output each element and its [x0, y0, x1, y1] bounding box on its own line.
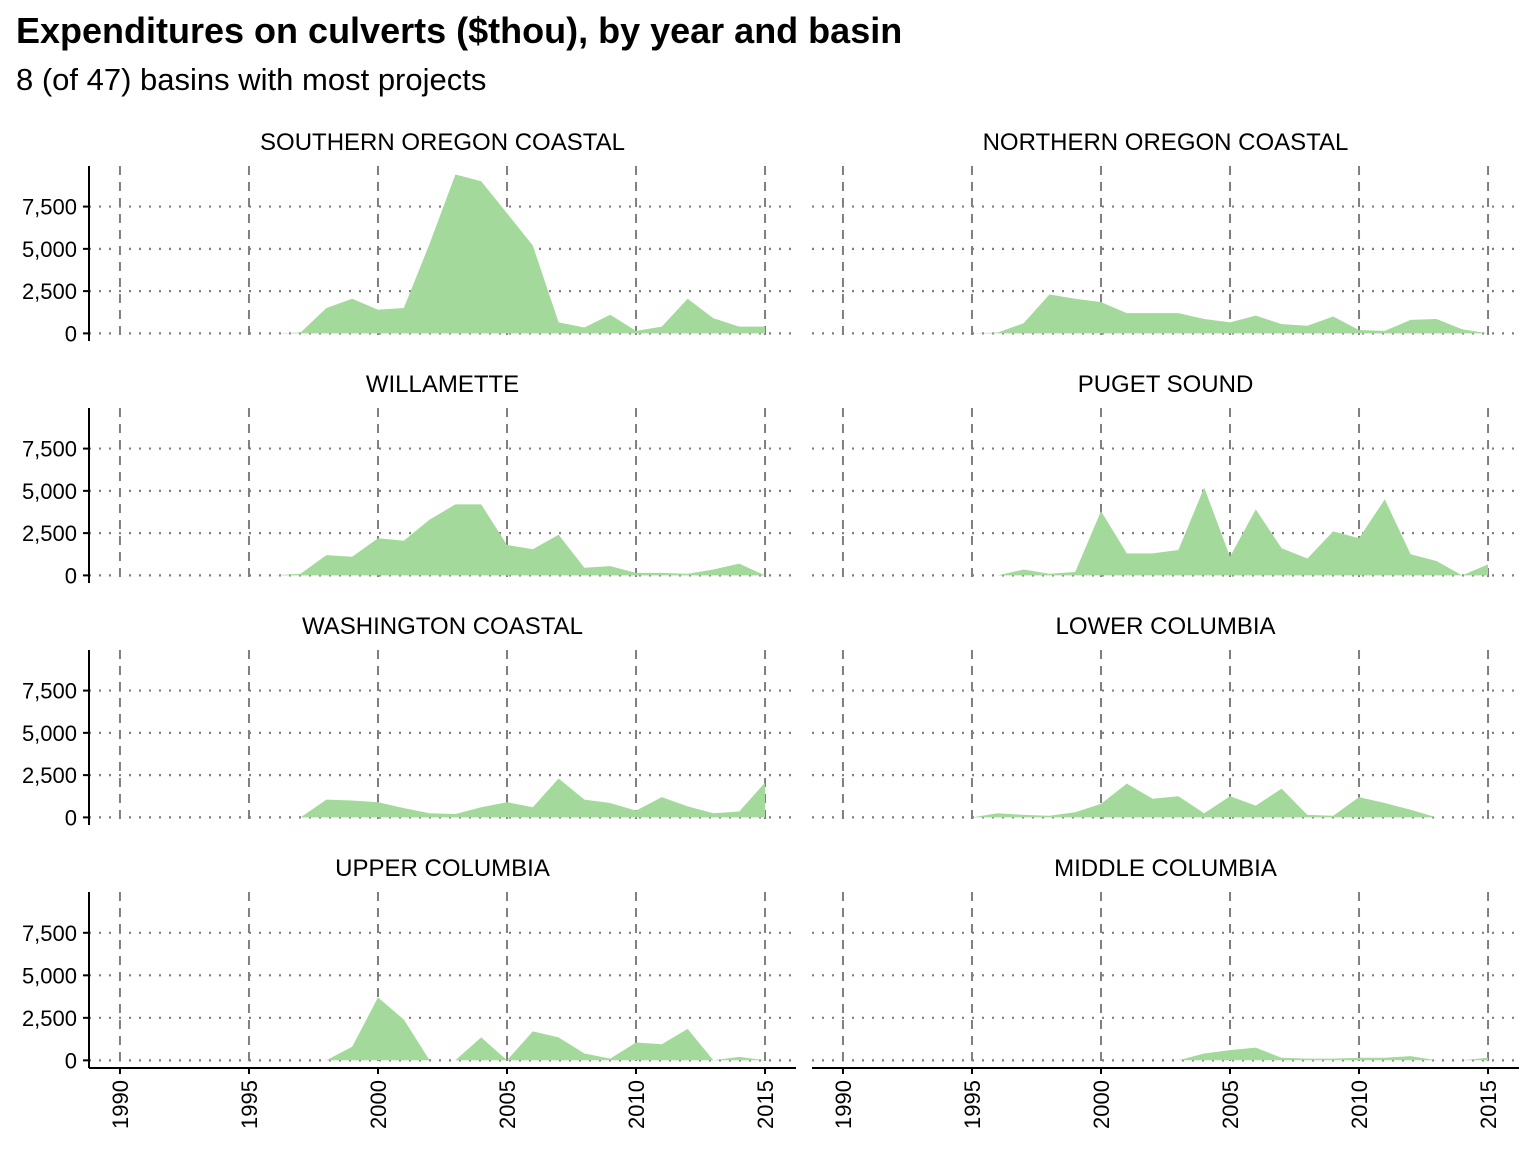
y-tick-label: 5,000	[22, 721, 77, 746]
y-tick-label: 7,500	[22, 679, 77, 704]
facet-strip-label: NORTHERN OREGON COASTAL	[983, 129, 1349, 156]
facet-panel: MIDDLE COLUMBIA 1990 1995 2000 2005 2010 2015	[812, 855, 1519, 1129]
facet-strip-label: MIDDLE COLUMBIA	[1054, 855, 1277, 882]
facet-panel: PUGET SOUND	[812, 371, 1519, 583]
facet-strip-label: PUGET SOUND	[1078, 371, 1254, 398]
x-tick-label: 2005	[1218, 1080, 1243, 1129]
y-tick-label: 5,000	[22, 237, 77, 262]
x-tick-label: 2000	[1089, 1080, 1114, 1129]
facet-panel: WILLAMETTE 0 2,500 5,000 7,500	[22, 371, 796, 588]
facet-strip-label: UPPER COLUMBIA	[335, 855, 550, 882]
area-series	[300, 778, 765, 818]
x-tick-label: 2000	[366, 1080, 391, 1129]
y-tick-label: 7,500	[22, 437, 77, 462]
x-tick-label: 2015	[1476, 1080, 1501, 1129]
y-tick-label: 0	[65, 321, 77, 346]
y-tick-label: 7,500	[22, 921, 77, 946]
area-series	[326, 997, 765, 1061]
y-tick-label: 2,500	[22, 521, 77, 546]
y-tick-label: 2,500	[22, 1006, 77, 1031]
y-tick-label: 7,500	[22, 195, 77, 220]
facet-panel: NORTHERN OREGON COASTAL	[812, 129, 1519, 341]
facet-panel: SOUTHERN OREGON COASTAL 0 2,500 5,000 7,500	[22, 129, 796, 346]
x-tick-label: 1995	[237, 1080, 262, 1129]
facet-strip-label: LOWER COLUMBIA	[1055, 613, 1275, 640]
y-tick-label: 2,500	[22, 763, 77, 788]
y-tick-label: 0	[65, 1048, 77, 1073]
y-tick-label: 2,500	[22, 279, 77, 304]
x-tick-label: 1990	[108, 1080, 133, 1129]
facet-panel: UPPER COLUMBIA 0 2,500 5,000 7,500 1990 1995 20…	[22, 855, 796, 1129]
facet-strip-label: WILLAMETTE	[366, 371, 519, 398]
x-tick-label: 2010	[1347, 1080, 1372, 1129]
chart-subtitle: 8 (of 47) basins with most projects	[16, 62, 487, 97]
y-tick-label: 5,000	[22, 479, 77, 504]
area-series	[274, 174, 765, 334]
area-series	[972, 783, 1437, 818]
area-series	[972, 294, 1488, 334]
facet-panel: LOWER COLUMBIA	[812, 613, 1519, 825]
area-series	[997, 487, 1488, 576]
facet-strip-label: SOUTHERN OREGON COASTAL	[260, 129, 625, 156]
x-tick-label: 2010	[624, 1080, 649, 1129]
x-tick-label: 2005	[495, 1080, 520, 1129]
facet-strip-label: WASHINGTON COASTAL	[302, 613, 583, 640]
y-tick-label: 0	[65, 563, 77, 588]
y-tick-label: 0	[65, 805, 77, 830]
x-tick-label: 2015	[753, 1080, 778, 1129]
y-tick-label: 5,000	[22, 963, 77, 988]
x-tick-label: 1990	[831, 1080, 856, 1129]
x-tick-label: 1995	[960, 1080, 985, 1129]
chart-title: Expenditures on culverts ($thou), by yea…	[16, 10, 903, 51]
area-series	[274, 504, 765, 576]
facet-panel: WASHINGTON COASTAL 0 2,500 5,000 7,500	[22, 613, 796, 830]
area-series	[1178, 1047, 1488, 1061]
